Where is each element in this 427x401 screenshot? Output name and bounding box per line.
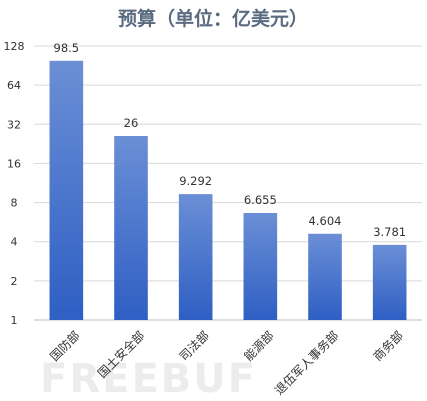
- bar: [372, 244, 407, 320]
- y-tick-label: 8: [11, 197, 18, 210]
- bar: [178, 194, 213, 320]
- category-label: 商务部: [370, 328, 406, 364]
- data-labels: 98.5 26 9.292 6.655 4.604 3.781: [54, 41, 407, 239]
- grid-lines: [34, 45, 422, 321]
- y-tick-label: 4: [11, 236, 18, 249]
- chart-title: 预算（单位：亿美元）: [118, 7, 308, 30]
- data-label: 6.655: [244, 193, 277, 207]
- y-axis-ticks: 1 2 4 8 16 32 64 128: [4, 40, 25, 327]
- y-tick-label: 128: [4, 40, 25, 53]
- watermark: FREEBUF: [40, 356, 257, 401]
- bar: [243, 212, 278, 320]
- data-label: 98.5: [54, 41, 80, 55]
- category-label: 退伍军人事务部: [271, 328, 341, 398]
- bars: [49, 60, 407, 320]
- bar: [114, 136, 148, 320]
- data-label: 4.604: [309, 214, 342, 228]
- y-tick-label: 2: [11, 275, 18, 288]
- y-tick-label: 64: [7, 79, 21, 92]
- data-label: 3.781: [373, 225, 406, 239]
- bar: [308, 233, 342, 320]
- bar: [49, 60, 84, 320]
- y-tick-label: 16: [7, 157, 21, 170]
- data-label: 9.292: [179, 174, 212, 188]
- y-tick-label: 32: [7, 118, 21, 131]
- y-tick-label: 1: [11, 314, 18, 327]
- data-label: 26: [124, 116, 139, 130]
